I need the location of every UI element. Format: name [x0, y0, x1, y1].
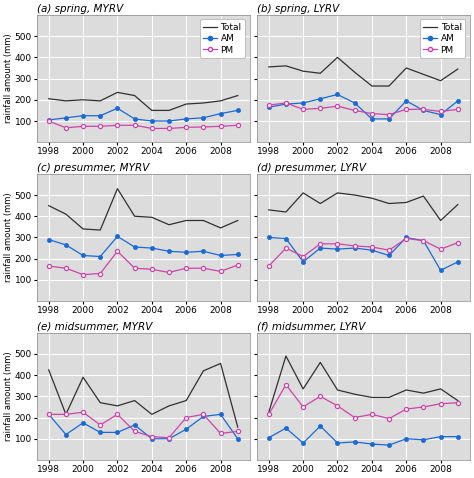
- Text: (b) spring, LYRV: (b) spring, LYRV: [257, 4, 339, 14]
- Text: (c) presummer, MYRV: (c) presummer, MYRV: [36, 163, 149, 173]
- Legend: Total, AM, PM: Total, AM, PM: [420, 20, 465, 58]
- Text: (e) midsummer, MYRV: (e) midsummer, MYRV: [36, 322, 152, 332]
- Y-axis label: rainfall amount (mm): rainfall amount (mm): [4, 34, 13, 123]
- Text: (f) midsummer, LYRV: (f) midsummer, LYRV: [257, 322, 365, 332]
- Text: (a) spring, MYRV: (a) spring, MYRV: [36, 4, 123, 14]
- Y-axis label: rainfall amount (mm): rainfall amount (mm): [4, 351, 13, 441]
- Legend: Total, AM, PM: Total, AM, PM: [200, 20, 245, 58]
- Text: (d) presummer, LYRV: (d) presummer, LYRV: [257, 163, 366, 173]
- Y-axis label: rainfall amount (mm): rainfall amount (mm): [4, 193, 13, 282]
